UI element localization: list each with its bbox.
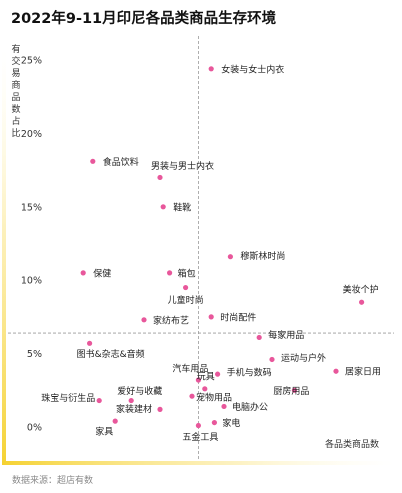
- point-label: 图书&杂志&音频: [77, 348, 145, 360]
- y-tick-labels: 0% 5% 10% 15% 20% 25%: [21, 56, 42, 434]
- data-point: [112, 418, 118, 424]
- y-tick-label: 25%: [21, 56, 42, 67]
- data-point: [215, 371, 221, 377]
- point-label: 爱好与收藏: [117, 385, 162, 397]
- y-tick-label: 0%: [27, 423, 42, 434]
- data-point: [160, 204, 166, 210]
- point-label: 每家用品: [268, 329, 304, 341]
- point-label: 男装与男士内衣: [151, 160, 214, 172]
- data-point: [96, 397, 102, 404]
- point-label: 居家日用: [345, 366, 381, 378]
- reference-lines: [8, 36, 394, 460]
- point-label: 女装与女士内衣: [221, 63, 284, 75]
- point-label: 家电: [222, 417, 240, 429]
- data-point: [221, 403, 227, 410]
- data-point: [128, 397, 134, 404]
- data-point: [333, 368, 339, 374]
- data-point: [189, 393, 195, 399]
- y-tick-label: 20%: [21, 129, 42, 140]
- source-note: 数据来源：超店有数: [12, 476, 94, 486]
- data-point: [291, 387, 297, 393]
- data-point: [269, 356, 275, 363]
- data-points: [80, 66, 365, 429]
- point-label: 家装建材: [116, 403, 152, 415]
- point-label: 电脑办公: [232, 401, 268, 413]
- data-point: [167, 270, 173, 276]
- point-label: 保健: [93, 267, 111, 279]
- data-point: [195, 377, 201, 383]
- x-axis-bar: [2, 461, 394, 465]
- y-axis-bar: [2, 50, 6, 465]
- data-point: [208, 66, 214, 72]
- point-label: 家具: [95, 426, 113, 438]
- point-label: 宠物用品: [196, 392, 232, 404]
- y-tick-label: 10%: [21, 276, 42, 287]
- point-label: 食品饮料: [103, 156, 139, 168]
- point-label: 珠宝与衍生品: [41, 392, 95, 404]
- point-label: 家纺布艺: [153, 314, 189, 326]
- x-axis-label: 各品类商品数: [325, 438, 379, 450]
- chart-title: 2022年9-11月印尼各品类商品生存环境: [11, 11, 277, 27]
- y-tick-label: 5%: [27, 349, 42, 360]
- point-label: 玩具: [197, 371, 215, 382]
- y-axis-label: 有交易商品数占比: [11, 43, 20, 139]
- point-label: 运动与户外: [281, 352, 326, 364]
- data-point: [195, 422, 201, 429]
- point-label: 箱包: [178, 267, 196, 279]
- data-point: [183, 284, 189, 291]
- data-point: [256, 334, 262, 341]
- data-point: [141, 317, 147, 323]
- point-label: 手机与数码: [227, 367, 272, 379]
- data-point: [202, 386, 208, 392]
- point-label: 时尚配件: [220, 311, 256, 323]
- point-label: 厨房用品: [273, 385, 309, 397]
- point-label: 五金工具: [182, 431, 218, 443]
- point-label: 汽车用品: [172, 363, 208, 375]
- data-point: [87, 340, 93, 346]
- data-point: [157, 406, 163, 412]
- point-label: 儿童时尚: [168, 294, 204, 306]
- data-point: [157, 174, 163, 181]
- data-point: [227, 254, 233, 260]
- data-point: [80, 270, 86, 276]
- data-point: [359, 299, 365, 305]
- data-point: [208, 314, 214, 320]
- point-label: 鞋靴: [173, 201, 191, 213]
- point-label: 美妆个护: [343, 284, 379, 296]
- data-point: [90, 158, 96, 164]
- point-label: 穆斯林时尚: [240, 250, 285, 262]
- y-tick-label: 15%: [21, 202, 42, 213]
- data-point: [211, 419, 217, 426]
